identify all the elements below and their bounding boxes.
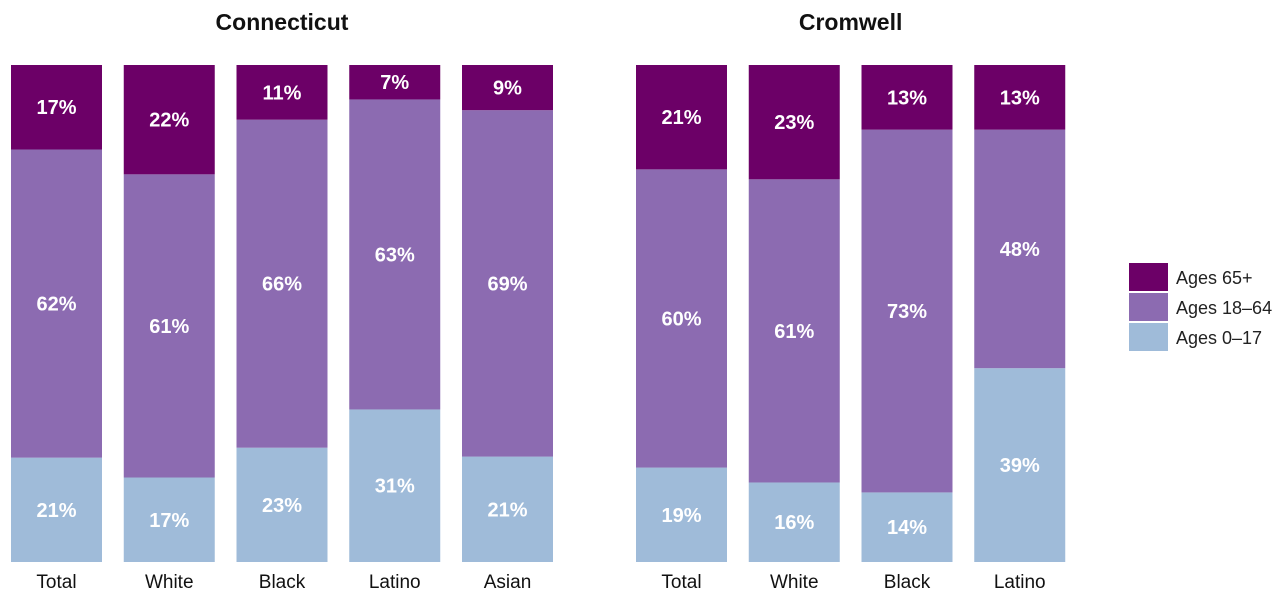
data-label: 23% bbox=[774, 112, 814, 134]
category-label: Black bbox=[884, 572, 931, 593]
bar-latino: 39% 48% 13% bbox=[974, 65, 1066, 562]
bar-segment-ages-65 bbox=[748, 65, 840, 180]
panel-cromwell: Cromwell 19% 60% 21% Total 16% 61% 23% White 14% 7… bbox=[636, 9, 1066, 593]
bar-segment-ages-65 bbox=[861, 65, 953, 130]
bar-segment-ages-0-17 bbox=[748, 482, 840, 562]
bar-segment-ages-0-17 bbox=[11, 457, 102, 562]
bar-segment-ages-65 bbox=[11, 65, 102, 150]
data-label: 21% bbox=[487, 499, 527, 521]
bar-segment-ages-65 bbox=[462, 65, 553, 111]
legend-item-ages-65: Ages 65+ bbox=[1129, 263, 1253, 291]
legend-swatch bbox=[1129, 263, 1168, 291]
bar-asian: 21% 69% 9% bbox=[462, 65, 553, 562]
bar-segment-ages-65 bbox=[349, 65, 441, 100]
bar-segment-ages-18-64 bbox=[349, 99, 441, 410]
panel-title: Cromwell bbox=[799, 9, 903, 35]
bar-segment-ages-0-17 bbox=[236, 447, 328, 562]
legend: Ages 65+ Ages 18–64 Ages 0–17 bbox=[1129, 263, 1272, 351]
data-label: 13% bbox=[1000, 87, 1040, 109]
data-label: 61% bbox=[149, 316, 189, 338]
bar-segment-ages-18-64 bbox=[123, 174, 215, 478]
bar-total: 21% 62% 17% bbox=[11, 65, 102, 562]
legend-item-ages-0-17: Ages 0–17 bbox=[1129, 323, 1262, 351]
bar-segment-ages-0-17 bbox=[861, 492, 953, 562]
legend-label: Ages 18–64 bbox=[1176, 298, 1272, 318]
bar-segment-ages-65 bbox=[636, 65, 727, 170]
category-label: Latino bbox=[369, 572, 421, 593]
bar-latino: 31% 63% 7% bbox=[349, 65, 441, 562]
bar-segment-ages-18-64 bbox=[236, 119, 328, 448]
data-label: 13% bbox=[887, 87, 927, 109]
category-label: Black bbox=[259, 572, 306, 593]
data-label: 22% bbox=[149, 110, 189, 132]
bar-segment-ages-65 bbox=[123, 65, 215, 175]
data-label: 9% bbox=[493, 78, 522, 100]
data-label: 69% bbox=[487, 273, 527, 295]
category-label: Total bbox=[36, 572, 76, 593]
data-label: 60% bbox=[661, 308, 701, 330]
data-label: 21% bbox=[661, 107, 701, 129]
bar-segment-ages-0-17 bbox=[974, 368, 1066, 562]
bar-segment-ages-65 bbox=[974, 65, 1066, 130]
data-label: 11% bbox=[263, 82, 302, 104]
category-label: White bbox=[770, 572, 819, 593]
panel-title: Connecticut bbox=[216, 9, 349, 35]
legend-item-ages-18-64: Ages 18–64 bbox=[1129, 293, 1272, 321]
data-label: 39% bbox=[1000, 455, 1040, 477]
data-label: 73% bbox=[887, 301, 927, 323]
bar-total: 19% 60% 21% bbox=[636, 65, 727, 562]
category-label: Latino bbox=[994, 572, 1046, 593]
bar-white: 16% 61% 23% bbox=[748, 65, 840, 562]
data-label: 17% bbox=[149, 510, 189, 532]
data-label: 62% bbox=[36, 294, 76, 316]
legend-label: Ages 0–17 bbox=[1176, 328, 1262, 348]
bar-segment-ages-18-64 bbox=[462, 110, 553, 457]
chart-panels: Connecticut 21% 62% 17% Total 17% 61% 22% White 2… bbox=[11, 9, 1066, 593]
data-label: 17% bbox=[36, 97, 76, 119]
legend-swatch bbox=[1129, 293, 1168, 321]
bar-segment-ages-0-17 bbox=[123, 477, 215, 562]
bar-segment-ages-18-64 bbox=[974, 129, 1066, 369]
category-label: White bbox=[145, 572, 194, 593]
bar-segment-ages-18-64 bbox=[11, 149, 102, 458]
bar-black: 14% 73% 13% bbox=[861, 65, 953, 562]
bar-segment-ages-65 bbox=[236, 65, 328, 120]
panel-connecticut: Connecticut 21% 62% 17% Total 17% 61% 22% White 2… bbox=[11, 9, 553, 593]
bar-segment-ages-0-17 bbox=[636, 467, 727, 562]
category-label: Asian bbox=[484, 572, 532, 593]
data-label: 66% bbox=[262, 274, 302, 296]
data-label: 21% bbox=[36, 500, 76, 522]
bar-segment-ages-18-64 bbox=[748, 179, 840, 483]
data-label: 61% bbox=[774, 321, 814, 343]
data-label: 63% bbox=[375, 244, 415, 266]
legend-label: Ages 65+ bbox=[1176, 268, 1253, 288]
data-label: 14% bbox=[887, 517, 927, 539]
data-label: 48% bbox=[1000, 239, 1040, 261]
bar-black: 23% 66% 11% bbox=[236, 65, 328, 562]
category-label: Total bbox=[661, 572, 701, 593]
bar-segment-ages-0-17 bbox=[462, 456, 553, 562]
bar-segment-ages-18-64 bbox=[861, 129, 953, 493]
bar-segment-ages-0-17 bbox=[349, 409, 441, 562]
data-label: 31% bbox=[375, 476, 415, 498]
bar-white: 17% 61% 22% bbox=[123, 65, 215, 562]
data-label: 7% bbox=[380, 72, 409, 94]
bar-segment-ages-18-64 bbox=[636, 169, 727, 468]
legend-swatch bbox=[1129, 323, 1168, 351]
data-label: 16% bbox=[774, 512, 814, 534]
data-label: 23% bbox=[262, 495, 302, 517]
data-label: 19% bbox=[661, 505, 701, 527]
